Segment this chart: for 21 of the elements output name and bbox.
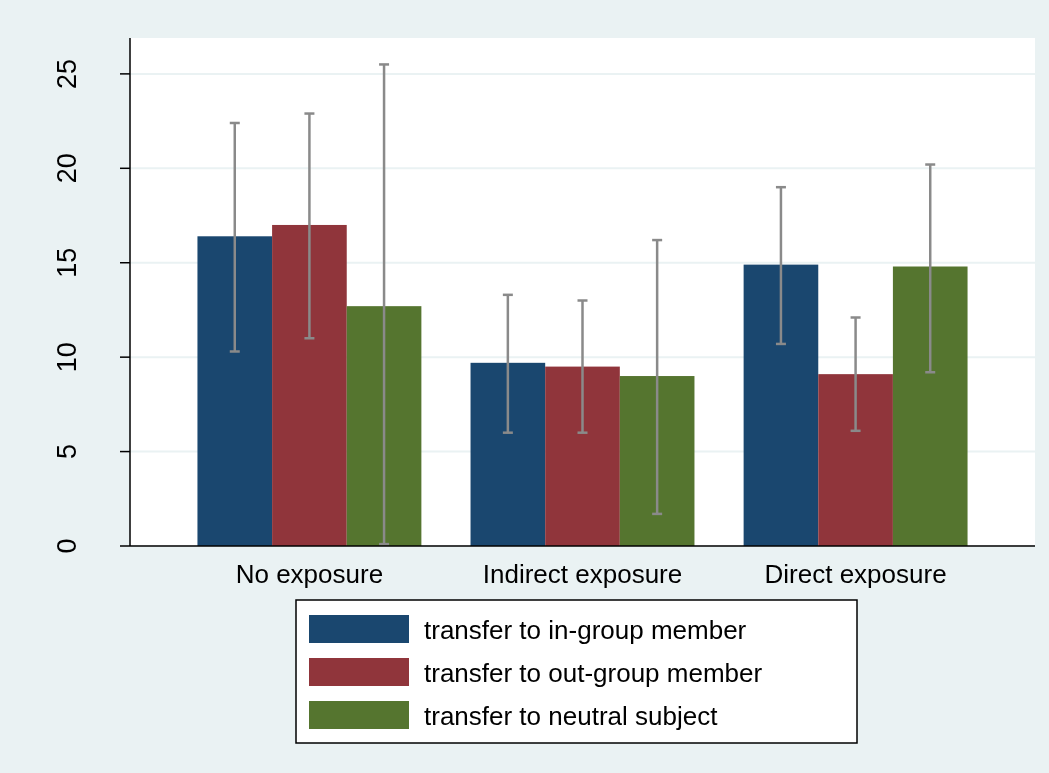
bar — [892, 266, 968, 546]
x-tick-label: Direct exposure — [764, 559, 947, 589]
legend-label: transfer to out-group member — [424, 658, 763, 688]
bar — [272, 224, 347, 546]
y-tick-label: 0 — [52, 538, 82, 554]
bar — [818, 374, 893, 546]
legend-label: transfer to neutral subject — [424, 701, 719, 731]
y-tick-label: 25 — [52, 58, 82, 89]
y-tick-label: 20 — [52, 153, 82, 184]
bar — [545, 366, 620, 546]
bar — [619, 376, 695, 546]
y-tick-label: 10 — [52, 342, 82, 373]
y-tick-label: 5 — [52, 444, 82, 460]
y-tick-label: 15 — [52, 247, 82, 278]
bar — [346, 306, 422, 546]
bar — [470, 362, 546, 546]
bar — [197, 236, 273, 546]
legend-label: transfer to in-group member — [424, 615, 747, 645]
x-tick-label: No exposure — [235, 559, 384, 589]
x-tick-label: Indirect exposure — [482, 559, 683, 589]
bar — [743, 264, 819, 546]
